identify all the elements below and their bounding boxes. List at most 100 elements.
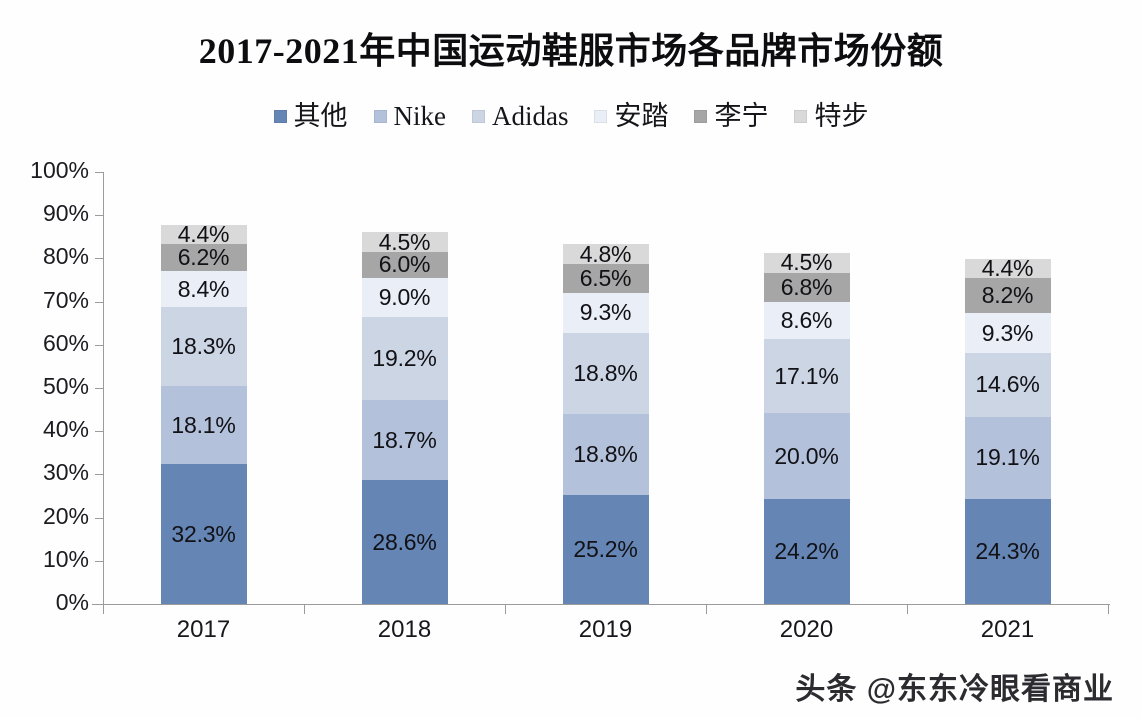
y-tick-mark: [95, 560, 104, 562]
x-axis-line: [92, 604, 1110, 605]
y-tick-label: 60%: [42, 329, 89, 356]
x-axis-label-2020: 2020: [779, 616, 834, 643]
bar-segment-label: 24.3%: [975, 538, 1040, 565]
y-tick-mark: [95, 215, 104, 217]
legend-swatch-icon: [373, 110, 387, 123]
bar-column-2019[interactable]: 25.2% 18.8% 18.8% 9.3% 6.5% 4.8%: [562, 172, 649, 604]
bar-segment-label: 8.2%: [981, 282, 1034, 309]
y-tick-mark: [95, 517, 104, 519]
bar-segment-label: 19.1%: [975, 444, 1040, 471]
y-tick-label: 10%: [42, 545, 89, 572]
bar-segment-label: 20.0%: [774, 442, 839, 469]
legend-item-3[interactable]: Adidas: [471, 103, 568, 130]
bar-segment-2017-安踏[interactable]: 8.4%: [160, 270, 247, 308]
x-axis-label-2018: 2018: [377, 616, 432, 643]
bar-segment-2021-特步[interactable]: 4.4%: [964, 254, 1051, 281]
y-tick-label: 100%: [30, 157, 89, 183]
bar-segment-2020-李宁[interactable]: 6.8%: [763, 272, 850, 303]
bar-segment-label: 9.3%: [579, 299, 632, 326]
legend-item-5[interactable]: 李宁: [694, 103, 768, 130]
bar-segment-label: 8.4%: [177, 275, 230, 302]
y-tick-label: 80%: [42, 243, 89, 270]
y-tick-label: 20%: [42, 502, 89, 529]
bar-segment-label: 18.3%: [171, 333, 236, 360]
bar-segment-label: 18.1%: [171, 411, 236, 438]
y-tick-mark: [95, 388, 104, 389]
legend-label: 李宁: [714, 101, 769, 131]
bar-column-2017[interactable]: 32.3% 18.1% 18.3% 8.4% 6.2% 4.4%: [160, 172, 247, 604]
bar-segment-label: 4.4%: [981, 254, 1034, 281]
bar-segment-label: 18.8%: [573, 441, 638, 468]
bar-segment-2018-特步[interactable]: 4.5%: [361, 228, 448, 255]
bar-segment-2019-其他[interactable]: 25.2%: [562, 495, 649, 604]
bar-segment-2018-其他[interactable]: 28.6%: [361, 480, 448, 604]
bar-segment-2020-安踏[interactable]: 8.6%: [763, 302, 850, 340]
bar-column-2020[interactable]: 24.2% 20.0% 17.1% 8.6% 6.8% 4.5%: [763, 172, 850, 604]
legend-swatch-icon: [594, 110, 608, 123]
watermark: 头条 @东东冷眼看商业: [795, 673, 1114, 706]
bar-segment-label: 9.0%: [378, 283, 431, 310]
bar-segment-2017-Adidas[interactable]: 18.3%: [160, 307, 247, 387]
bar-segment-2020-特步[interactable]: 4.5%: [763, 251, 850, 274]
legend-item-1[interactable]: 其他: [273, 101, 348, 131]
y-tick-label: 50%: [42, 373, 89, 399]
bar-segment-2021-其他[interactable]: 24.3%: [964, 499, 1051, 604]
y-tick-label: 70%: [42, 286, 89, 313]
bar-segment-2019-Nike[interactable]: 18.8%: [562, 413, 649, 496]
x-tick-mark: [1108, 604, 1109, 614]
bar-segment-label: 9.3%: [981, 319, 1034, 346]
bar-segment-2018-安踏[interactable]: 9.0%: [361, 277, 448, 317]
bar-segment-label: 6.0%: [378, 251, 431, 278]
bar-segment-label: 4.5%: [378, 228, 431, 255]
y-tick-label: 0%: [55, 589, 89, 615]
bar-segment-2017-其他[interactable]: 32.3%: [160, 464, 247, 604]
bar-segment-2020-Adidas[interactable]: 17.1%: [763, 339, 850, 414]
bar-segment-2019-特步[interactable]: 4.8%: [562, 240, 649, 267]
y-tick-mark: [95, 431, 104, 433]
bar-segment-2019-安踏[interactable]: 9.3%: [562, 292, 649, 333]
x-tick-mark: [706, 604, 707, 614]
x-axis-label-2019: 2019: [578, 616, 633, 643]
y-tick-mark: [95, 604, 104, 605]
y-tick-mark: [95, 474, 104, 476]
bar-segment-2018-Nike[interactable]: 18.7%: [361, 399, 448, 481]
bar-segment-2021-Nike[interactable]: 19.1%: [964, 416, 1051, 500]
bar-segment-label: 24.2%: [774, 538, 839, 565]
legend-item-6[interactable]: 特步: [794, 103, 868, 130]
legend-item-4[interactable]: 安踏: [594, 103, 668, 130]
bar-segment-label: 4.8%: [579, 240, 632, 267]
x-axis-label-2017: 2017: [176, 616, 231, 643]
bar-segment-2019-Adidas[interactable]: 18.8%: [562, 332, 649, 414]
bar-column-2018[interactable]: 28.6% 18.7% 19.2% 9.0% 6.0% 4.5%: [361, 172, 448, 604]
bar-segment-label: 8.6%: [780, 307, 833, 334]
bar-segment-label: 4.4%: [177, 221, 230, 248]
legend-swatch-icon: [794, 110, 808, 123]
bar-segment-2017-特步[interactable]: 4.4%: [160, 221, 247, 248]
y-tick-mark: [95, 344, 104, 346]
legend-swatch-icon: [273, 110, 287, 123]
bar-segment-2021-李宁[interactable]: 8.2%: [964, 277, 1051, 314]
bar-segment-2020-其他[interactable]: 24.2%: [763, 499, 850, 604]
bar-segment-label: 6.5%: [579, 264, 632, 291]
chart-legend: 其他 Nike Adidas 安踏 李宁 特步: [0, 103, 1142, 130]
bar-segment-label: 19.2%: [372, 344, 437, 371]
bar-segment-2018-Adidas[interactable]: 19.2%: [361, 316, 448, 400]
bar-segment-2021-安踏[interactable]: 9.3%: [964, 313, 1051, 354]
bar-segment-2021-Adidas[interactable]: 14.6%: [964, 353, 1051, 417]
bar-segment-2017-李宁[interactable]: 6.2%: [160, 244, 247, 271]
bar-segment-2020-Nike[interactable]: 20.0%: [763, 413, 850, 500]
legend-label: Nike: [393, 101, 446, 131]
legend-item-2[interactable]: Nike: [373, 101, 446, 131]
y-tick-mark: [95, 258, 104, 260]
x-axis-label-2021: 2021: [980, 616, 1035, 643]
legend-label: 其他: [293, 101, 348, 131]
bar-column-2021[interactable]: 24.3% 19.1% 14.6% 9.3% 8.2% 4.4%: [964, 172, 1051, 604]
bar-segment-2017-Nike[interactable]: 18.1%: [160, 386, 247, 465]
bar-segment-2018-李宁[interactable]: 6.0%: [361, 251, 448, 278]
y-tick-label: 30%: [42, 459, 89, 486]
bar-segment-label: 14.6%: [975, 371, 1040, 398]
bar-segment-label: 18.7%: [372, 426, 437, 453]
bar-segment-label: 25.2%: [573, 536, 638, 563]
bar-segment-2019-李宁[interactable]: 6.5%: [562, 264, 649, 293]
